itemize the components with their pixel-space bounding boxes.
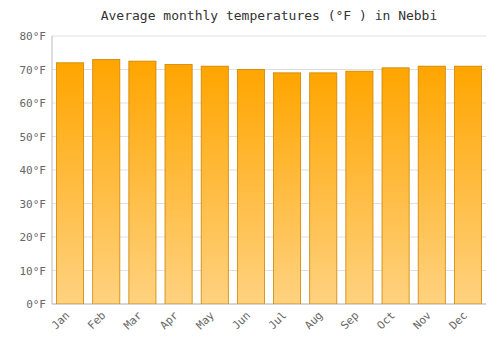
grid bbox=[52, 36, 486, 304]
x-tick-label: Oct bbox=[374, 309, 397, 332]
x-tick-label: Aug bbox=[302, 309, 325, 332]
x-tick-label: Sep bbox=[338, 309, 361, 332]
bar bbox=[382, 68, 409, 304]
y-tick-label: 30°F bbox=[20, 198, 47, 211]
chart-title: Average monthly temperatures (°F ) in Ne… bbox=[101, 8, 438, 23]
y-tick-label: 40°F bbox=[20, 164, 47, 177]
x-tick-label: Jul bbox=[266, 309, 289, 332]
x-tick-label: Apr bbox=[157, 309, 181, 333]
y-axis-line bbox=[52, 36, 53, 304]
x-tick-label: Dec bbox=[447, 309, 470, 332]
bar bbox=[274, 73, 301, 304]
y-tick-label: 60°F bbox=[20, 97, 47, 110]
bar bbox=[57, 63, 84, 304]
grid-line bbox=[52, 36, 486, 37]
chart-container: Average monthly temperatures (°F ) in Ne… bbox=[0, 0, 500, 350]
bar bbox=[129, 61, 156, 304]
bar bbox=[418, 66, 445, 304]
bars bbox=[57, 59, 482, 304]
y-tick-label: 10°F bbox=[20, 265, 47, 278]
x-tick-label: Feb bbox=[85, 309, 108, 332]
x-tick-label: Jun bbox=[230, 309, 253, 332]
y-tick-label: 50°F bbox=[20, 131, 47, 144]
bar bbox=[237, 70, 264, 305]
bar bbox=[310, 73, 337, 304]
y-tick-label: 20°F bbox=[20, 231, 47, 244]
y-tick-label: 70°F bbox=[20, 64, 47, 77]
bar bbox=[93, 59, 120, 304]
x-tick-label: Jan bbox=[49, 309, 72, 332]
y-tick-label: 0°F bbox=[26, 298, 46, 311]
x-tick-label: Mar bbox=[121, 309, 145, 333]
y-tick-label: 80°F bbox=[20, 30, 47, 43]
x-tick-label: Nov bbox=[411, 309, 435, 333]
bar bbox=[454, 66, 481, 304]
x-tick-label: May bbox=[194, 309, 218, 333]
bar bbox=[201, 66, 228, 304]
bar bbox=[346, 71, 373, 304]
bar bbox=[165, 64, 192, 304]
chart-svg: Average monthly temperatures (°F ) in Ne… bbox=[0, 0, 500, 350]
